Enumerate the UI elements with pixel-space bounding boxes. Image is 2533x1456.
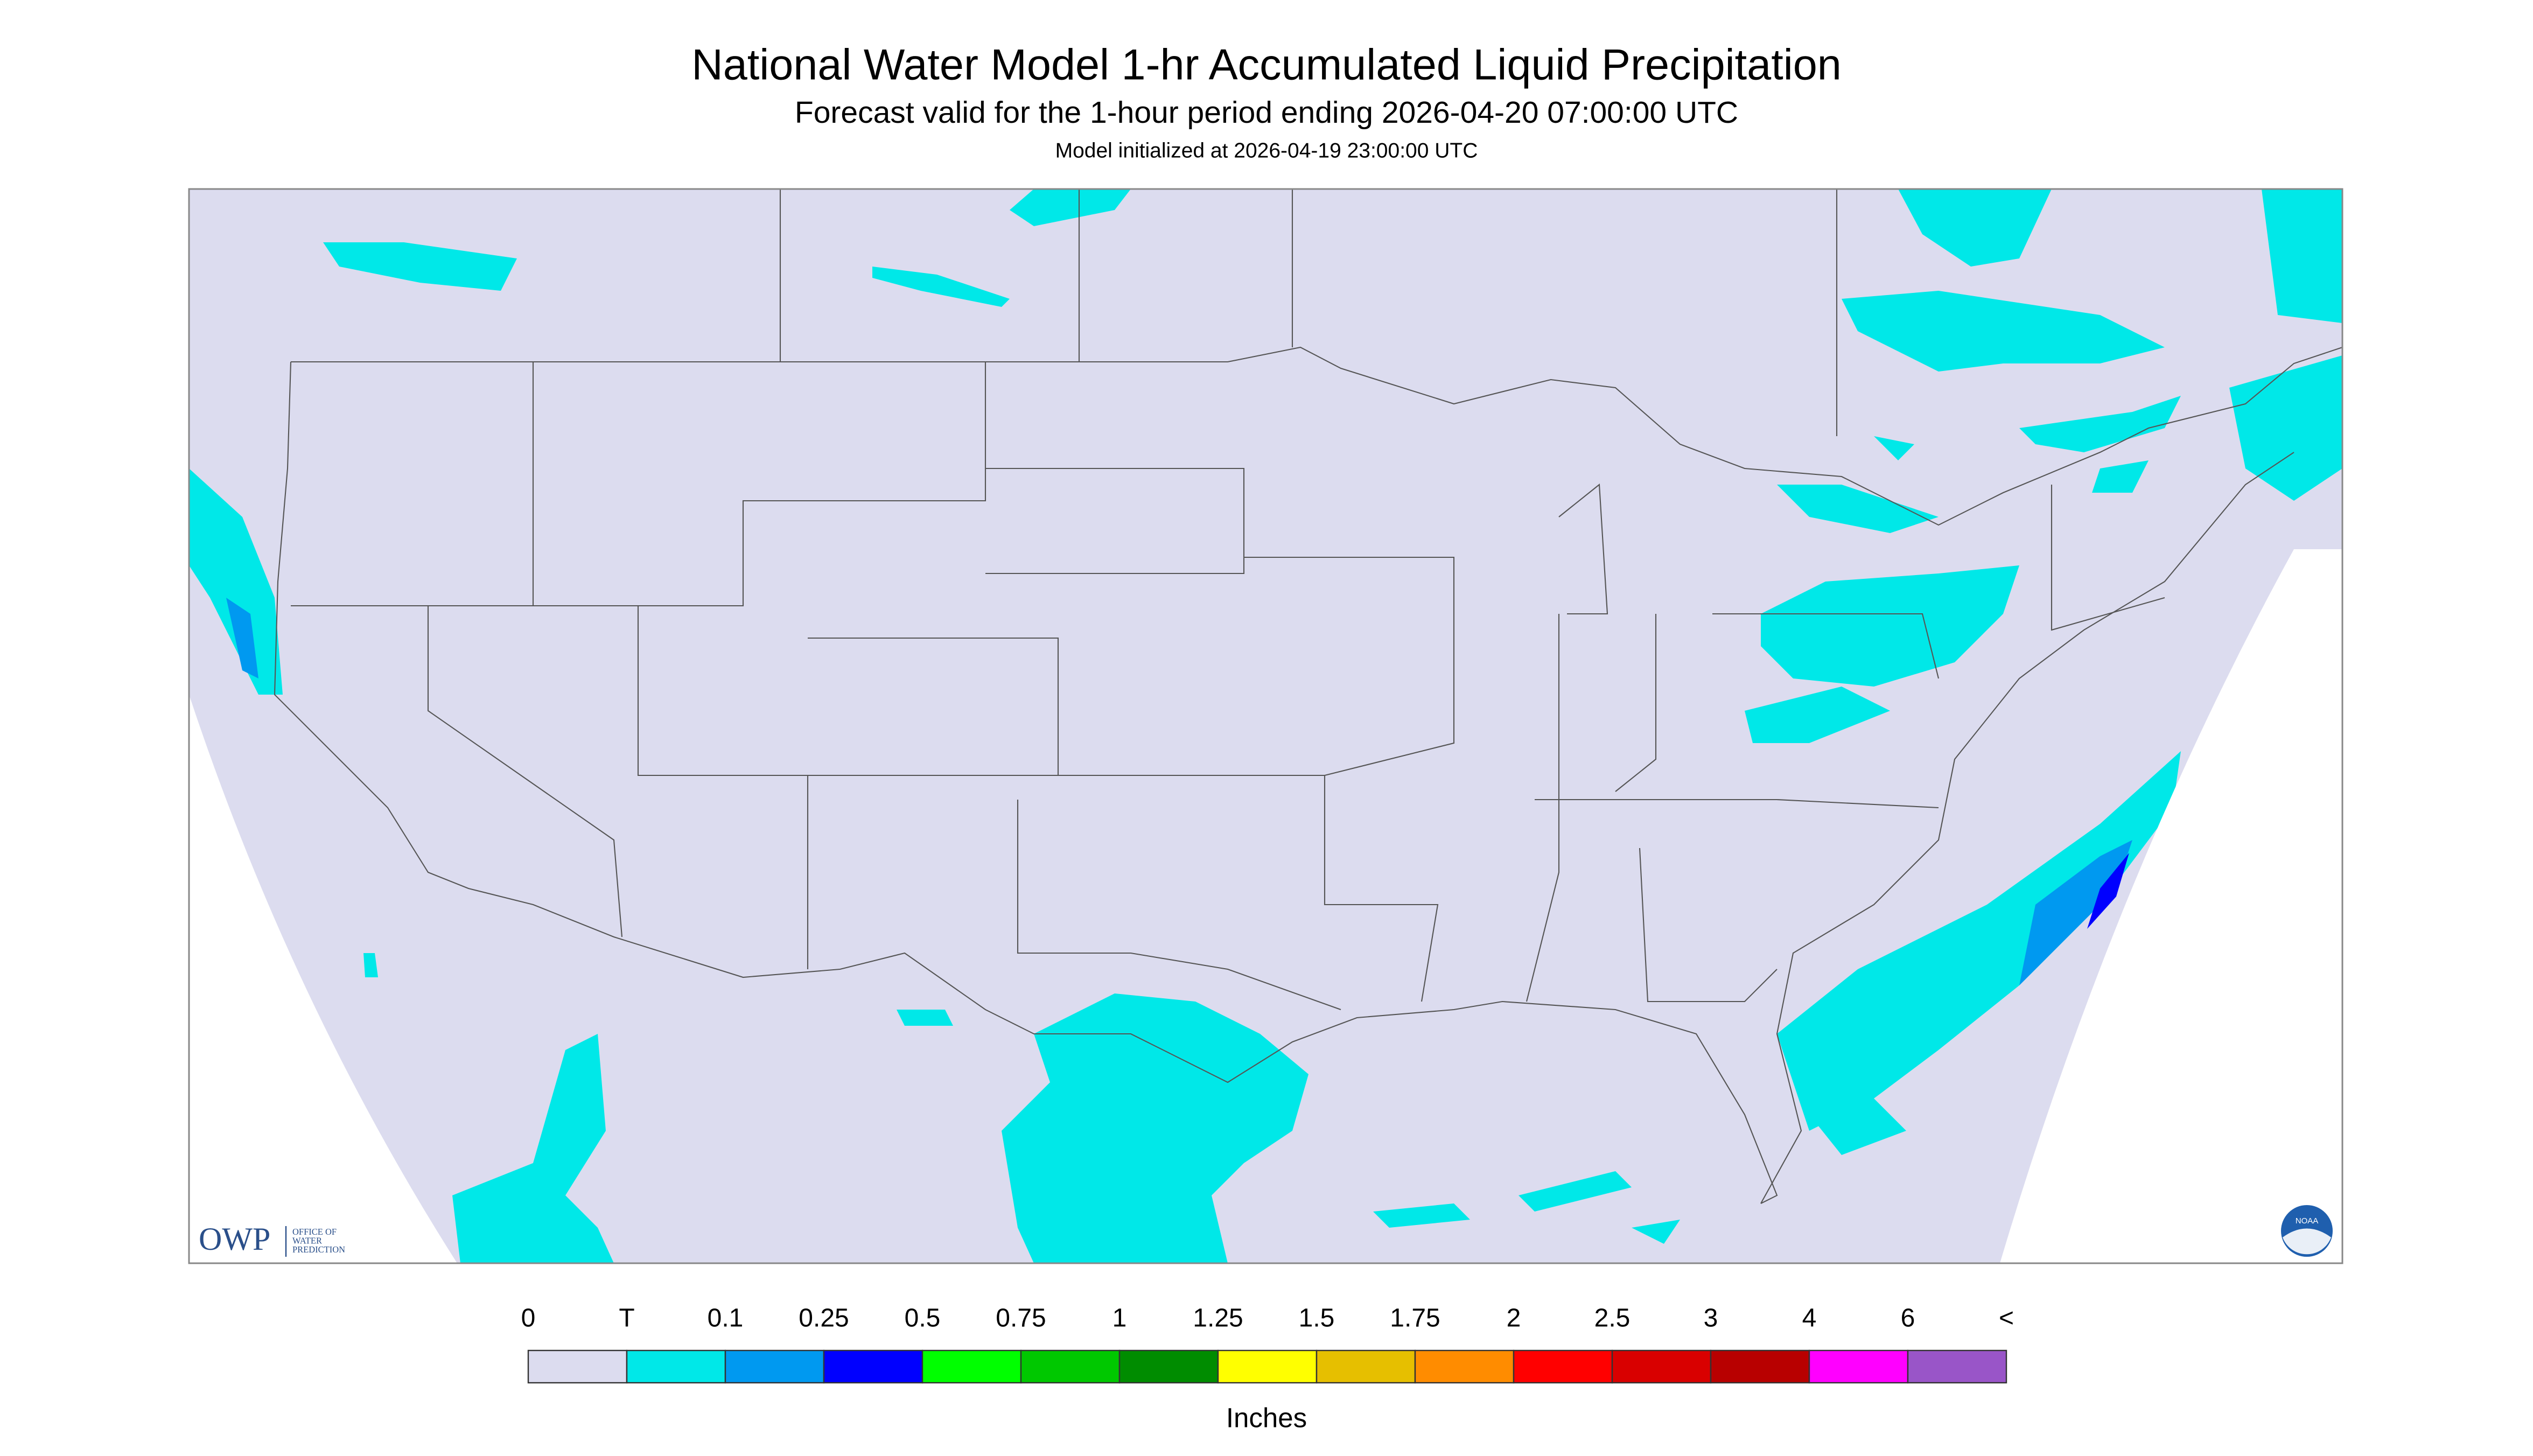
legend: 0 T 0.1 0.25 0.5 0.75 1 1.25 1.5 1.75 2 2.5 3 4 6 < [521, 1304, 2014, 1384]
legend-label: 1 [1112, 1304, 1127, 1333]
legend-swatch [1513, 1349, 1613, 1384]
subtitle: Forecast valid for the 1-hour period end… [795, 95, 1738, 130]
legend-swatch [1020, 1349, 1121, 1384]
legend-swatch [823, 1349, 923, 1384]
legend-label: 6 [1901, 1304, 1915, 1333]
owp-name-line: WATER [292, 1235, 322, 1245]
owp-logo: OWP [199, 1221, 270, 1257]
legend-label: 2 [1507, 1304, 1521, 1333]
legend-label: < [1999, 1304, 2014, 1333]
legend-label: 0.5 [905, 1304, 941, 1333]
legend-label: 0 [521, 1304, 536, 1333]
outside-domain [2000, 549, 2342, 1264]
legend-label: 1.5 [1299, 1304, 1335, 1333]
title: National Water Model 1-hr Accumulated Li… [691, 40, 1842, 89]
owp-name-line: PREDICTION [292, 1244, 345, 1255]
outside-domain [189, 695, 457, 1264]
legend-label: 0.75 [996, 1304, 1046, 1333]
legend-label: T [619, 1304, 634, 1333]
legend-label: 2.5 [1594, 1304, 1631, 1333]
legend-swatch [1118, 1349, 1219, 1384]
legend-swatch [527, 1349, 628, 1384]
legend-label: 1.25 [1193, 1304, 1243, 1333]
legend-units: Inches [1226, 1402, 1307, 1433]
legend-swatch [1808, 1349, 1909, 1384]
legend-swatch [1907, 1349, 2007, 1384]
legend-label: 1.75 [1390, 1304, 1440, 1333]
noaa-logo-wave [2283, 1228, 2331, 1255]
legend-swatch [1414, 1349, 1515, 1384]
legend-swatch [1316, 1349, 1416, 1384]
legend-swatch [626, 1349, 726, 1384]
legend-swatch [1217, 1349, 1318, 1384]
legend-label: 4 [1802, 1304, 1817, 1333]
owp-name-line: OFFICE OF [292, 1227, 337, 1237]
init-time: Model initialized at 2026-04-19 23:00:00… [1055, 139, 1478, 162]
legend-label: 3 [1704, 1304, 1718, 1333]
legend-swatch [1611, 1349, 1712, 1384]
borders [274, 189, 2343, 1204]
legend-label: 0.1 [708, 1304, 744, 1333]
legend-label: 0.25 [799, 1304, 849, 1333]
legend-swatch [921, 1349, 1022, 1384]
legend-swatch [724, 1349, 825, 1384]
map-frame [188, 188, 2343, 1264]
precip-areas [189, 189, 2342, 1264]
noaa-text: NOAA [2296, 1216, 2319, 1226]
legend-swatch [1710, 1349, 1810, 1384]
